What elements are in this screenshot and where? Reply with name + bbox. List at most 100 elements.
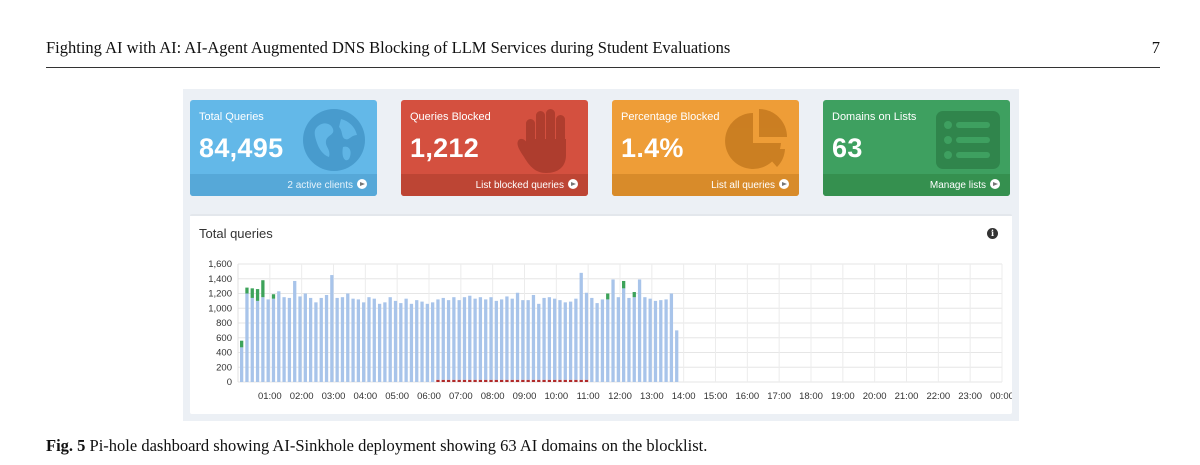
x-tick-label: 14:00 — [672, 391, 696, 402]
chart-title: Total queries — [199, 226, 273, 241]
bar-permitted — [367, 297, 371, 382]
bar-permitted — [537, 303, 541, 380]
queries-blocked-title: Queries Blocked — [410, 111, 491, 123]
bar-blocked — [553, 379, 557, 382]
bar-permitted — [431, 302, 435, 382]
running-header: Fighting AI with AI: AI-Agent Augmented … — [46, 38, 1160, 58]
y-tick-label: 1,400 — [208, 274, 232, 285]
queries-blocked-footer-label: List blocked queries — [475, 180, 564, 191]
bar-permitted — [643, 297, 647, 382]
bar-permitted — [675, 330, 679, 382]
bar-permitted — [335, 297, 339, 382]
bar-permitted — [494, 300, 498, 380]
bar-cached — [250, 288, 254, 298]
bar-permitted — [462, 297, 467, 380]
x-tick-label: 01:00 — [258, 391, 282, 402]
arrow-circle-right-icon — [779, 179, 789, 189]
bar-permitted — [330, 275, 334, 382]
bar-permitted — [574, 298, 578, 380]
x-tick-label: 02:00 — [290, 391, 314, 402]
percentage-blocked-box: Percentage Blocked 1.4% List all queries — [612, 100, 799, 196]
bar-permitted — [399, 303, 403, 382]
x-tick-label: 23:00 — [958, 391, 982, 402]
bar-permitted — [515, 292, 520, 380]
x-tick-label: 20:00 — [863, 391, 887, 402]
bar-permitted — [377, 303, 382, 382]
x-tick-label: 04:00 — [353, 391, 377, 402]
y-tick-label: 0 — [227, 377, 232, 388]
bar-permitted — [653, 300, 658, 382]
x-tick-label: 07:00 — [449, 391, 473, 402]
manage-lists-link[interactable]: Manage lists — [823, 174, 1010, 196]
bar-permitted — [362, 302, 366, 382]
pie-chart-icon — [725, 109, 787, 169]
bar-blocked — [446, 379, 451, 382]
bar-permitted — [441, 297, 445, 380]
bar-permitted — [531, 294, 536, 380]
bar-permitted — [255, 300, 260, 382]
bar-permitted — [659, 300, 663, 382]
bar-blocked — [473, 379, 477, 382]
y-tick-label: 1,600 — [208, 259, 232, 270]
list-all-queries-link[interactable]: List all queries — [612, 174, 799, 196]
bar-blocked — [478, 379, 483, 382]
bar-blocked — [574, 379, 578, 382]
bar-permitted — [627, 297, 631, 382]
bar-permitted — [611, 279, 615, 382]
bar-permitted — [484, 299, 488, 380]
bar-blocked — [542, 379, 546, 382]
bar-permitted — [568, 301, 573, 380]
bar-cached — [255, 289, 260, 301]
bar-blocked — [558, 379, 562, 382]
pihole-dashboard-screenshot: Total Queries 84,495 2 active clients Qu… — [183, 89, 1019, 421]
x-tick-label: 13:00 — [640, 391, 664, 402]
bar-permitted — [261, 297, 265, 382]
x-tick-label: 16:00 — [735, 391, 759, 402]
total-queries-title: Total Queries — [199, 111, 264, 123]
total-queries-footer-link[interactable]: 2 active clients — [190, 174, 377, 196]
bar-permitted — [356, 299, 361, 382]
bar-permitted — [245, 293, 249, 382]
bar-permitted — [308, 297, 313, 382]
bar-permitted — [319, 297, 323, 382]
bar-blocked — [489, 379, 493, 382]
bar-cached — [632, 292, 636, 298]
bar-permitted — [240, 347, 244, 382]
info-icon[interactable]: i — [987, 228, 998, 239]
bar-permitted — [669, 293, 674, 382]
x-tick-label: 09:00 — [513, 391, 537, 402]
domains-on-lists-footer-label: Manage lists — [929, 180, 986, 191]
bar-permitted — [314, 302, 318, 382]
bar-cached — [271, 294, 276, 299]
bar-blocked — [462, 379, 467, 382]
bar-permitted — [383, 302, 387, 382]
bar-blocked — [521, 379, 525, 382]
bar-permitted — [468, 295, 472, 380]
bar-permitted — [584, 292, 589, 380]
list-blocked-queries-link[interactable]: List blocked queries — [401, 174, 588, 196]
bar-permitted — [393, 300, 398, 382]
bar-blocked — [484, 379, 488, 382]
queries-blocked-box: Queries Blocked 1,212 List blocked queri… — [401, 100, 588, 196]
queries-blocked-value: 1,212 — [410, 133, 480, 163]
arrow-circle-right-icon — [990, 179, 1000, 189]
bar-permitted — [457, 300, 461, 380]
x-tick-label: 12:00 — [608, 391, 632, 402]
x-tick-label: 11:00 — [577, 391, 600, 402]
bar-blocked — [547, 379, 552, 382]
bar-blocked — [436, 379, 440, 382]
bar-permitted — [478, 297, 483, 380]
bar-blocked — [494, 379, 498, 382]
bar-blocked — [499, 379, 504, 382]
domains-on-lists-title: Domains on Lists — [832, 111, 917, 123]
x-tick-label: 15:00 — [704, 391, 728, 402]
arrow-circle-right-icon — [568, 179, 578, 189]
globe-icon — [303, 109, 365, 171]
bar-blocked — [584, 379, 589, 382]
bar-permitted — [266, 299, 270, 382]
bar-permitted — [563, 302, 567, 380]
y-tick-label: 1,000 — [208, 303, 232, 314]
bar-permitted — [340, 297, 345, 382]
bar-cached — [606, 293, 610, 300]
bar-permitted — [346, 293, 350, 382]
